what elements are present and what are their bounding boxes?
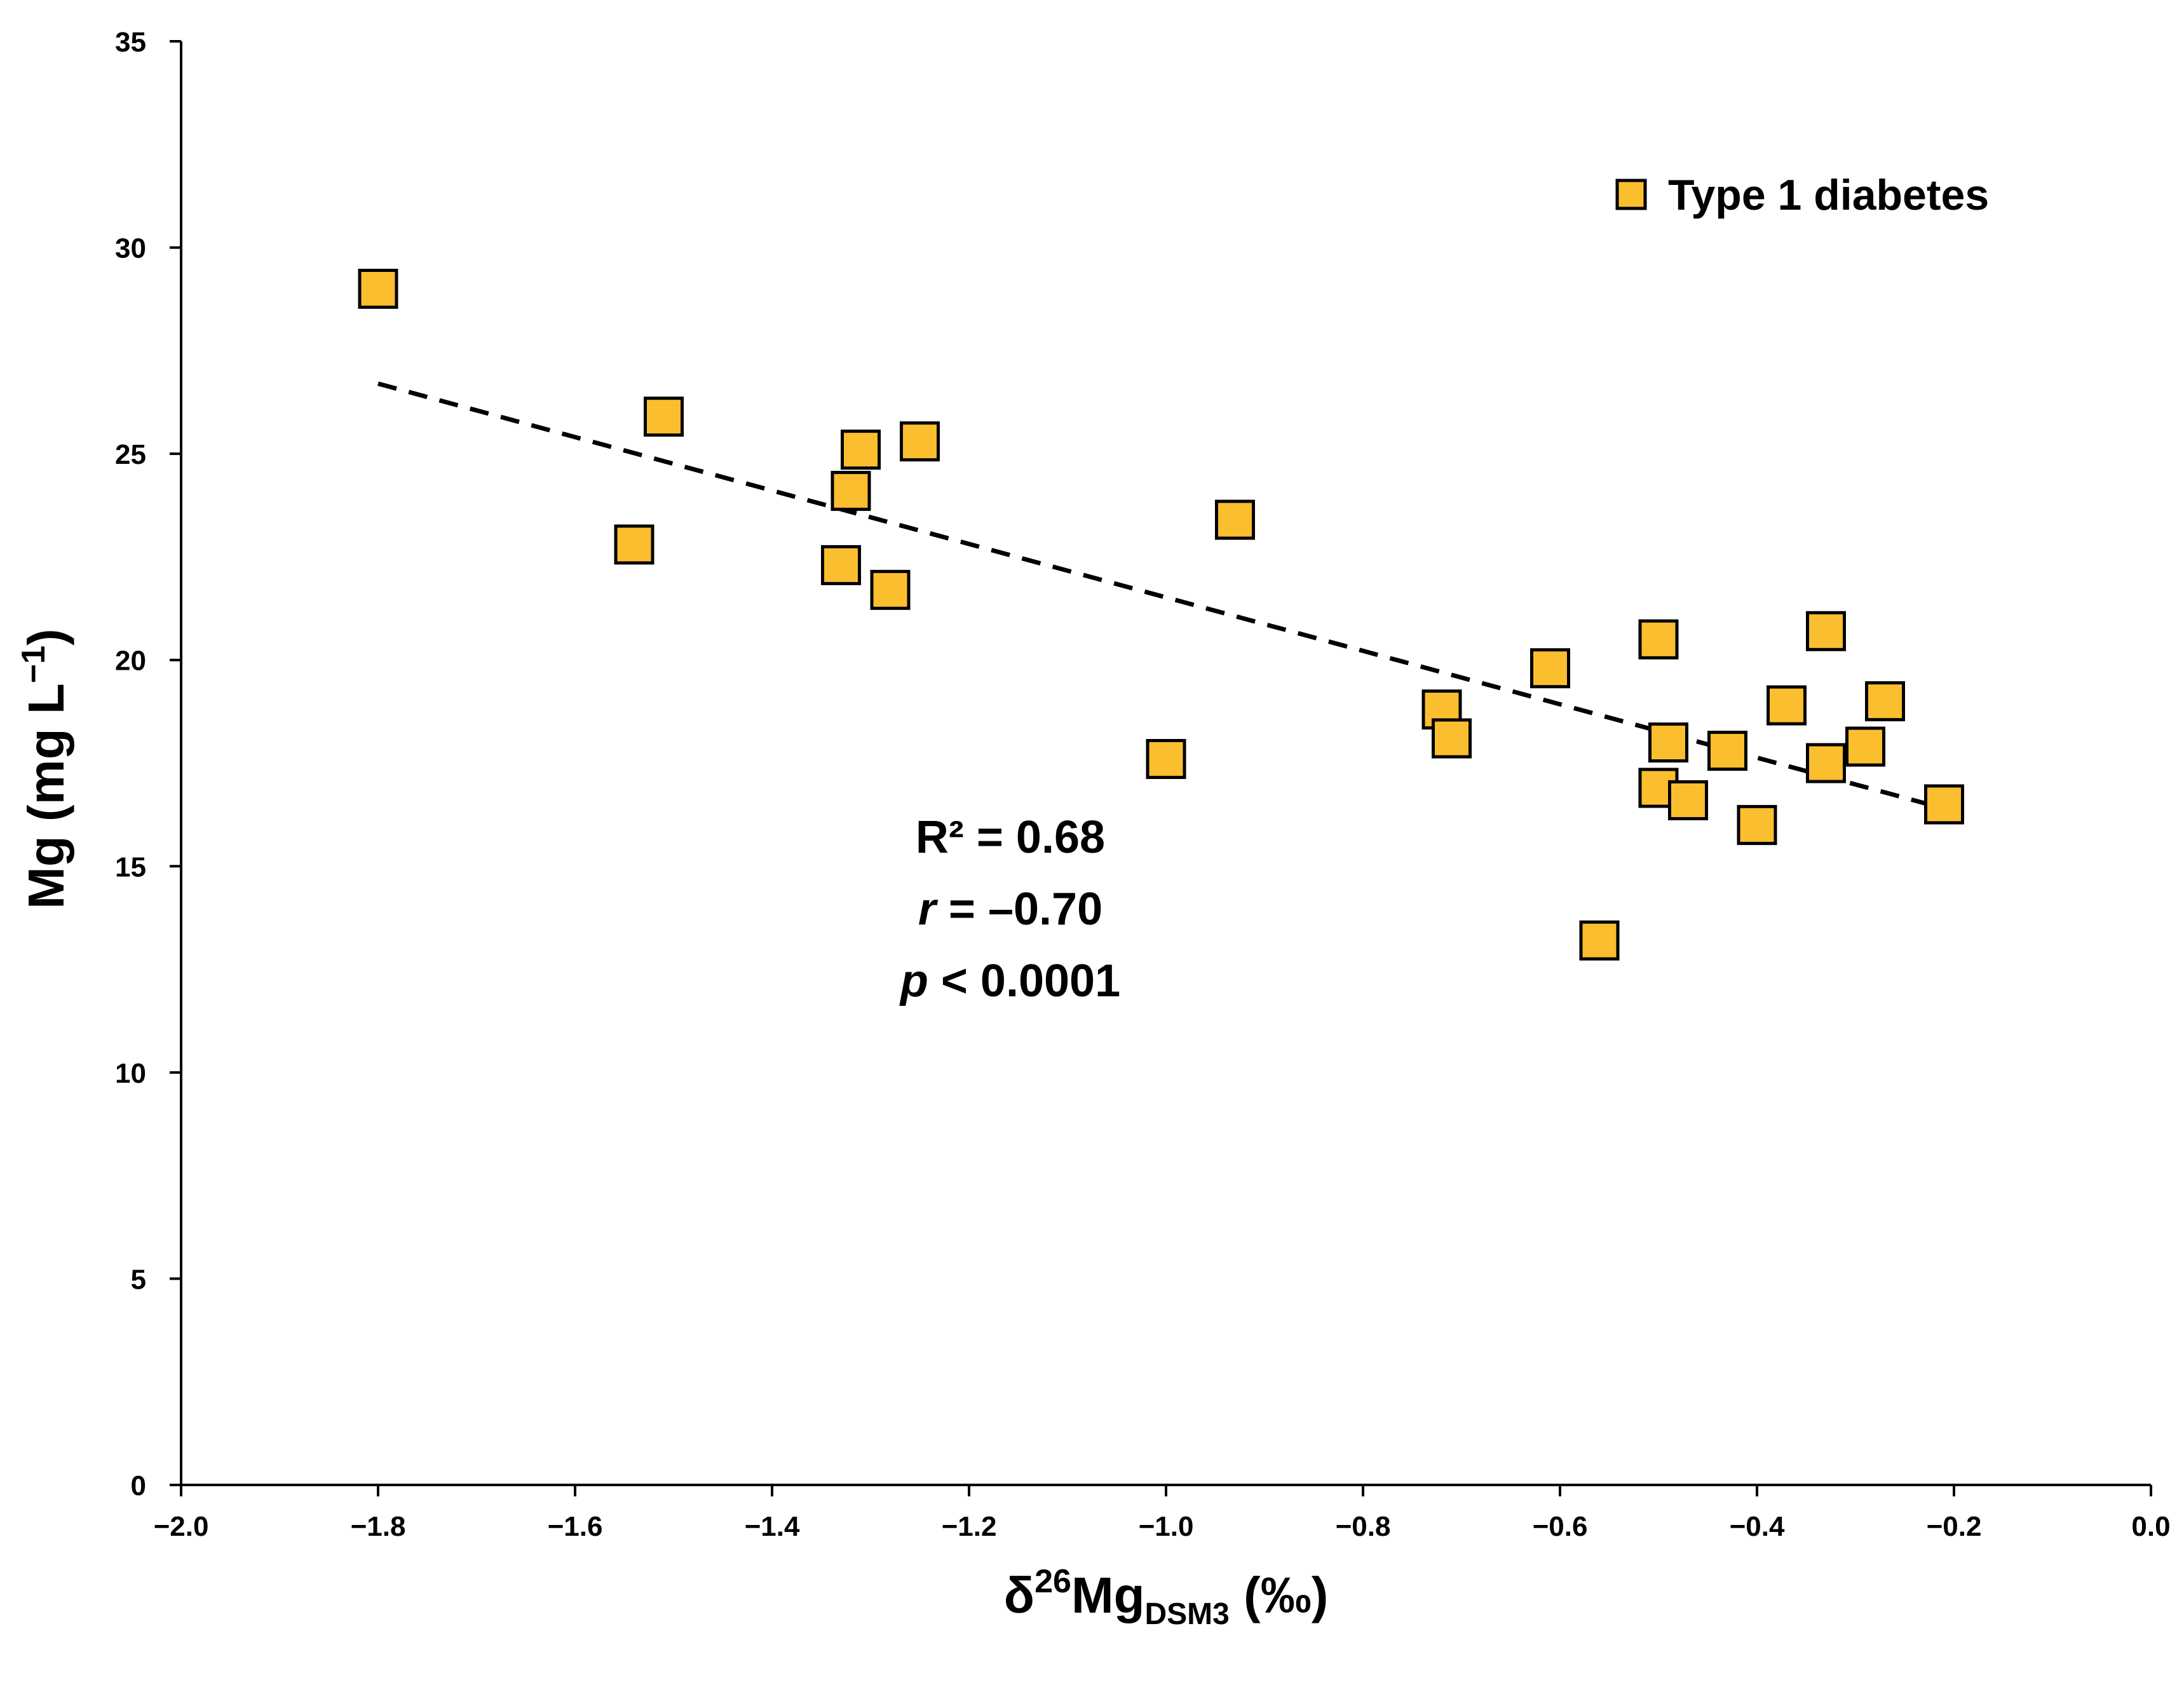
x-tick-label: −1.0 [1139,1511,1194,1542]
data-point [644,396,684,437]
p-symbol: p [899,956,928,1006]
x-axis-title-superscript: 26 [1034,1563,1071,1600]
y-tick-label: 30 [115,233,146,264]
x-tick-label: −1.4 [745,1511,800,1542]
y-tick-label: 10 [115,1058,146,1089]
data-point [870,569,911,610]
r-value-label: r = –0.70 [918,884,1102,935]
data-point [1638,619,1679,660]
data-point [1845,726,1885,767]
x-tick-label: 0.0 [2131,1511,2170,1542]
data-point [1737,804,1777,845]
x-axis-ticks: −2.0 −1.8 −1.6 −1.4 −1.2 −1.0 −0.8 −0.6 −0.4 −0.2… [154,1485,2171,1542]
x-tick-label: −0.2 [1927,1511,1982,1542]
p-value-label: p < 0.0001 [899,956,1120,1006]
y-axis-title-main: Mg (mg L [18,683,74,909]
x-axis-title-subscript: DSM3 [1145,1597,1230,1631]
y-tick-label: 20 [115,646,146,677]
data-points [358,268,1964,961]
x-tick-label: −2.0 [154,1511,209,1542]
y-tick-label: 5 [131,1264,146,1295]
data-point [1530,648,1570,689]
data-point [821,545,861,585]
data-point [900,421,940,462]
x-tick-label: −1.8 [351,1511,406,1542]
data-point [1146,739,1186,780]
y-axis-title-superscript: −1 [15,646,52,683]
data-point [831,471,871,512]
data-point [358,268,398,309]
y-axis-title: Mg (mg L−1) [15,628,74,909]
x-tick-label: −0.8 [1336,1511,1391,1542]
x-tick-label: −0.4 [1730,1511,1785,1542]
data-point [841,430,881,470]
data-point [1579,920,1620,961]
data-point [1924,784,1964,825]
legend-marker [1615,179,1647,210]
data-point [1767,685,1807,726]
legend-label: Type 1 diabetes [1668,171,1989,219]
r-value: = –0.70 [936,884,1102,935]
data-point [1648,722,1688,763]
x-axis-title-unit: (‰) [1230,1567,1329,1623]
y-tick-label: 15 [115,851,146,883]
data-point [1668,780,1708,820]
data-point [614,524,655,565]
x-tick-label: −1.2 [942,1511,997,1542]
x-tick-label: −0.6 [1533,1511,1588,1542]
y-axis-ticks: 0 5 10 15 20 25 30 35 [115,27,181,1501]
legend: Type 1 diabetes [1615,171,1989,219]
p-value: < 0.0001 [928,956,1120,1006]
data-point [1432,718,1472,759]
data-point [1215,499,1255,540]
data-point [1806,611,1846,651]
y-tick-label: 0 [131,1470,146,1501]
data-point [1806,743,1846,783]
x-tick-label: −1.6 [548,1511,603,1542]
y-tick-label: 25 [115,439,146,470]
data-point [1707,731,1747,771]
y-tick-label: 35 [115,27,146,58]
x-axis-title-delta: δ [1004,1567,1035,1623]
stats-annotation: R² = 0.68 r = –0.70 p < 0.0001 [899,812,1120,1006]
y-axis-title-close: ) [18,628,74,646]
r-symbol: r [918,884,939,935]
r-squared-label: R² = 0.68 [916,812,1105,863]
x-axis-title-element: Mg [1071,1567,1145,1623]
data-point [1865,681,1905,722]
x-axis-title: δ26MgDSM3 (‰) [1004,1563,1329,1631]
